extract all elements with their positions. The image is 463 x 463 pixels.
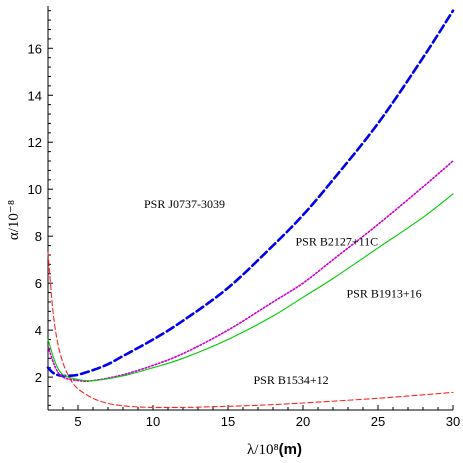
- series-line-psr-b1534-12: [47, 252, 454, 409]
- y-tick-label: 2: [35, 370, 42, 385]
- x-tick-label: 20: [296, 414, 310, 429]
- series-label: PSR J0737-3039: [144, 197, 225, 211]
- y-tick-label: 6: [35, 276, 42, 291]
- series-group: [46, 9, 455, 409]
- x-tick-label: 30: [446, 414, 460, 429]
- y-tick-label: 14: [28, 88, 42, 103]
- series-line-psr-j0737-3039: [46, 9, 455, 378]
- x-tick-label: 15: [221, 414, 235, 429]
- y-tick-label: 4: [35, 323, 42, 338]
- series-label: PSR B1913+16: [347, 286, 422, 300]
- series-label: PSR B2127+11C: [296, 235, 379, 249]
- series-line-psr-b1913-16: [47, 193, 454, 382]
- y-tick-label: 12: [28, 135, 42, 150]
- series-line-psr-b2127-11c: [47, 160, 454, 382]
- y-tick-label: 8: [35, 229, 42, 244]
- y-tick-label: 10: [28, 182, 42, 197]
- axis-titles: λ/10⁸(m) α/10⁻⁸: [6, 200, 302, 458]
- x-axis-title: λ/10⁸(m): [247, 441, 302, 458]
- axes: 5 10 15 20 25 30 2 4 6 8 10 12 14 16: [28, 6, 460, 429]
- x-tick-label: 25: [371, 414, 385, 429]
- series-label: PSR B1534+12: [254, 373, 329, 387]
- y-tick-label: 16: [28, 41, 42, 56]
- series-labels: PSR J0737-3039 PSR B2127+11C PSR B1913+16 P…: [144, 197, 422, 387]
- y-axis-title: α/10⁻⁸: [6, 200, 22, 240]
- x-tick-label: 10: [146, 414, 160, 429]
- x-tick-label: 5: [74, 414, 81, 429]
